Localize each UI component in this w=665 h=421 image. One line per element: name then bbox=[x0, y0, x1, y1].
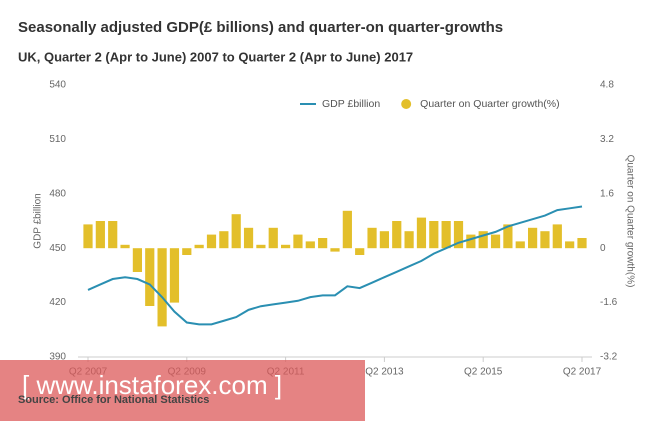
bar bbox=[552, 224, 562, 249]
bar bbox=[441, 221, 451, 249]
watermark: [ www.instaforex.com ] bbox=[22, 370, 282, 400]
y-tick-label: 450 bbox=[49, 243, 66, 254]
bar bbox=[318, 238, 328, 249]
legend-label: Quarter on Quarter growth(%) bbox=[420, 98, 559, 110]
source: Source: Office for National Statistics bbox=[18, 394, 209, 406]
bar bbox=[231, 214, 241, 249]
bar bbox=[478, 231, 488, 249]
y2-tick-label: 4.8 bbox=[600, 80, 614, 91]
bar bbox=[429, 221, 439, 249]
bar bbox=[490, 234, 501, 249]
x-tick-label: Q2 2013 bbox=[365, 367, 404, 378]
bar bbox=[342, 210, 352, 249]
bar bbox=[528, 227, 538, 249]
line bbox=[87, 205, 583, 326]
x-tick-label: Q2 2017 bbox=[563, 367, 602, 378]
bar bbox=[540, 231, 550, 249]
bar bbox=[83, 224, 93, 249]
watermark-band bbox=[0, 360, 365, 421]
legend-label: GDP £billion bbox=[322, 98, 380, 110]
bar bbox=[577, 238, 587, 249]
bar bbox=[503, 224, 513, 249]
y2-tick-label: 0 bbox=[600, 243, 606, 254]
bar bbox=[194, 244, 204, 249]
x-tick-label: Q2 2015 bbox=[464, 367, 503, 378]
y2-tick-label: 1.6 bbox=[600, 188, 614, 199]
bar bbox=[145, 248, 155, 306]
bar bbox=[281, 244, 291, 249]
chart-subtitle: UK, Quarter 2 (Apr to June) 2007 to Quar… bbox=[18, 49, 413, 64]
bar bbox=[293, 234, 303, 249]
bar bbox=[379, 231, 389, 249]
bar bbox=[243, 227, 254, 249]
bar bbox=[355, 248, 365, 255]
bar bbox=[157, 248, 167, 327]
y2-tick-label: -3.2 bbox=[600, 352, 618, 363]
y2-tick-label: -1.6 bbox=[600, 297, 618, 308]
bar bbox=[95, 221, 105, 249]
y-tick-label: 420 bbox=[49, 297, 66, 308]
y-tick-label: 390 bbox=[49, 352, 66, 363]
bar bbox=[466, 234, 476, 249]
bar bbox=[367, 227, 377, 249]
bar bbox=[515, 241, 525, 249]
bar bbox=[404, 231, 414, 249]
y2-tick-label: 3.2 bbox=[600, 134, 614, 145]
bar bbox=[305, 241, 315, 249]
bar bbox=[219, 231, 229, 249]
y-tick-label: 510 bbox=[49, 134, 66, 145]
bar bbox=[453, 221, 464, 249]
legend-swatch bbox=[401, 99, 412, 109]
chart-title: Seasonally adjusted GDP(£ billions) and … bbox=[18, 19, 503, 36]
bar bbox=[256, 244, 266, 249]
bar bbox=[182, 248, 192, 255]
bar bbox=[120, 244, 130, 249]
bar bbox=[565, 241, 575, 249]
bar bbox=[169, 248, 180, 303]
bar bbox=[108, 221, 118, 249]
bar bbox=[132, 248, 142, 272]
y-tick-label: 480 bbox=[49, 188, 66, 199]
bar bbox=[330, 248, 340, 252]
y-axis-label: GDP £billion bbox=[33, 193, 44, 248]
bar bbox=[392, 221, 402, 249]
bar bbox=[206, 234, 217, 249]
y2-axis-label: Quarter on Quarter growth(%) bbox=[624, 155, 635, 288]
y-tick-label: 540 bbox=[49, 80, 66, 91]
bar bbox=[416, 217, 427, 249]
bar bbox=[268, 227, 278, 249]
